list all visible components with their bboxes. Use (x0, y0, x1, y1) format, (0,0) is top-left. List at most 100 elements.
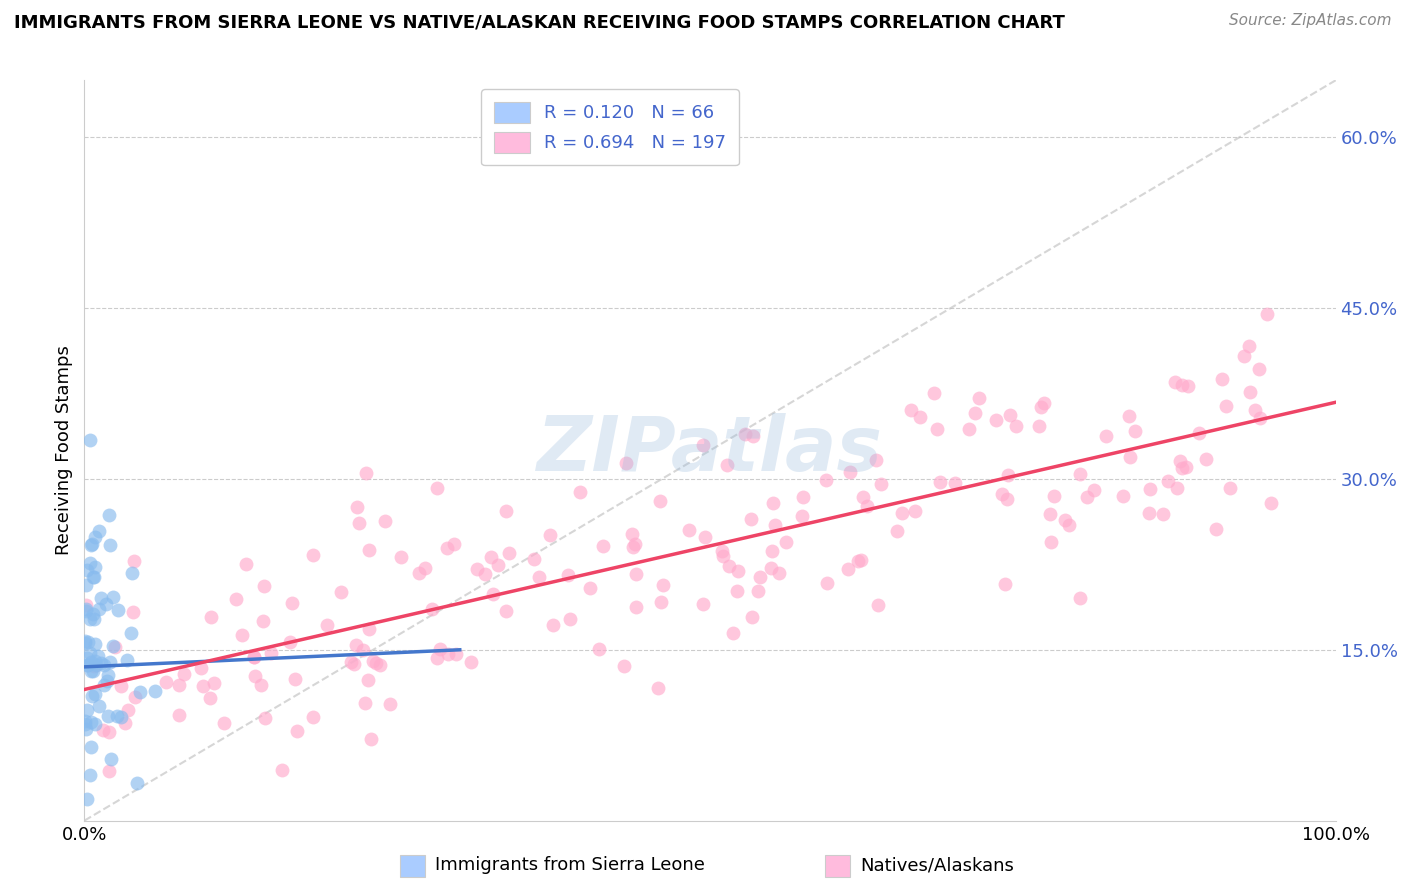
Point (429, 642, 451, 657)
Point (366, 656, 388, 670)
Point (1249, 411, 1271, 425)
Point (626, 567, 648, 582)
Point (443, 537, 465, 551)
Point (84, 530, 107, 544)
Point (908, 410, 931, 425)
Point (169, 678, 191, 692)
Point (104, 640, 127, 654)
Point (347, 516, 370, 530)
Point (80, 689, 103, 703)
Point (579, 581, 602, 595)
Point (127, 776, 149, 790)
Point (1166, 481, 1188, 495)
Point (1029, 400, 1052, 414)
Point (100, 539, 122, 553)
Point (103, 640, 125, 654)
Point (346, 500, 368, 515)
Point (1188, 425, 1211, 440)
Point (84, 637, 107, 651)
Point (86, 649, 108, 664)
Point (169, 708, 191, 723)
Point (128, 685, 150, 699)
Point (742, 429, 765, 443)
Point (281, 596, 304, 610)
Point (693, 530, 716, 544)
Point (97, 667, 120, 681)
Point (242, 650, 264, 665)
Point (339, 655, 361, 669)
Point (460, 655, 482, 669)
Text: Natives/Alaskans: Natives/Alaskans (860, 856, 1014, 874)
Point (79, 646, 101, 660)
Point (75, 604, 97, 618)
Point (868, 598, 890, 612)
Point (173, 667, 195, 681)
Point (929, 475, 952, 489)
Point (190, 661, 212, 675)
Point (98, 725, 121, 739)
Point (1244, 402, 1267, 417)
Point (994, 577, 1017, 591)
Point (378, 697, 401, 711)
Point (243, 649, 266, 664)
Point (997, 491, 1019, 506)
Point (1076, 491, 1098, 505)
Point (761, 544, 783, 558)
Point (614, 456, 637, 470)
Text: Source: ZipAtlas.com: Source: ZipAtlas.com (1229, 13, 1392, 29)
Point (716, 458, 738, 472)
Point (97, 764, 120, 778)
Point (558, 612, 581, 626)
Point (100, 752, 122, 766)
Point (1175, 459, 1198, 474)
Point (114, 716, 136, 731)
Point (342, 657, 364, 671)
Point (422, 601, 444, 615)
Point (389, 549, 412, 564)
Point (479, 549, 502, 564)
Point (1069, 467, 1091, 481)
Point (925, 422, 948, 436)
Point (76, 791, 98, 805)
Point (79, 768, 101, 782)
Point (1195, 452, 1218, 467)
Point (997, 467, 1019, 482)
Y-axis label: Receiving Food Stamps: Receiving Food Stamps (55, 345, 73, 556)
Point (198, 691, 221, 706)
Point (1171, 377, 1194, 392)
Point (253, 578, 276, 592)
Point (1170, 453, 1192, 467)
Point (725, 584, 748, 599)
Point (1177, 379, 1199, 393)
Point (495, 604, 517, 618)
Point (80, 740, 103, 755)
Point (124, 690, 146, 704)
Point (250, 678, 273, 692)
Point (107, 603, 129, 617)
Point (80, 656, 103, 670)
Point (155, 675, 177, 690)
Point (711, 543, 734, 558)
Point (1215, 399, 1237, 413)
Point (775, 535, 797, 549)
Point (302, 548, 325, 562)
Point (870, 476, 893, 491)
Text: Immigrants from Sierra Leone: Immigrants from Sierra Leone (434, 856, 704, 874)
Point (122, 554, 145, 568)
Point (93, 657, 115, 672)
Point (482, 587, 505, 601)
Point (1125, 424, 1147, 438)
Point (82, 664, 104, 678)
Point (79, 556, 101, 570)
Point (624, 599, 647, 614)
Point (1163, 376, 1185, 390)
Point (891, 506, 914, 520)
Point (1233, 350, 1256, 364)
Point (97, 709, 120, 723)
Point (93, 678, 115, 692)
Point (488, 558, 510, 573)
Text: ZIPatlas: ZIPatlas (537, 414, 883, 487)
Point (200, 610, 222, 624)
Point (527, 570, 550, 584)
Point (110, 710, 132, 724)
